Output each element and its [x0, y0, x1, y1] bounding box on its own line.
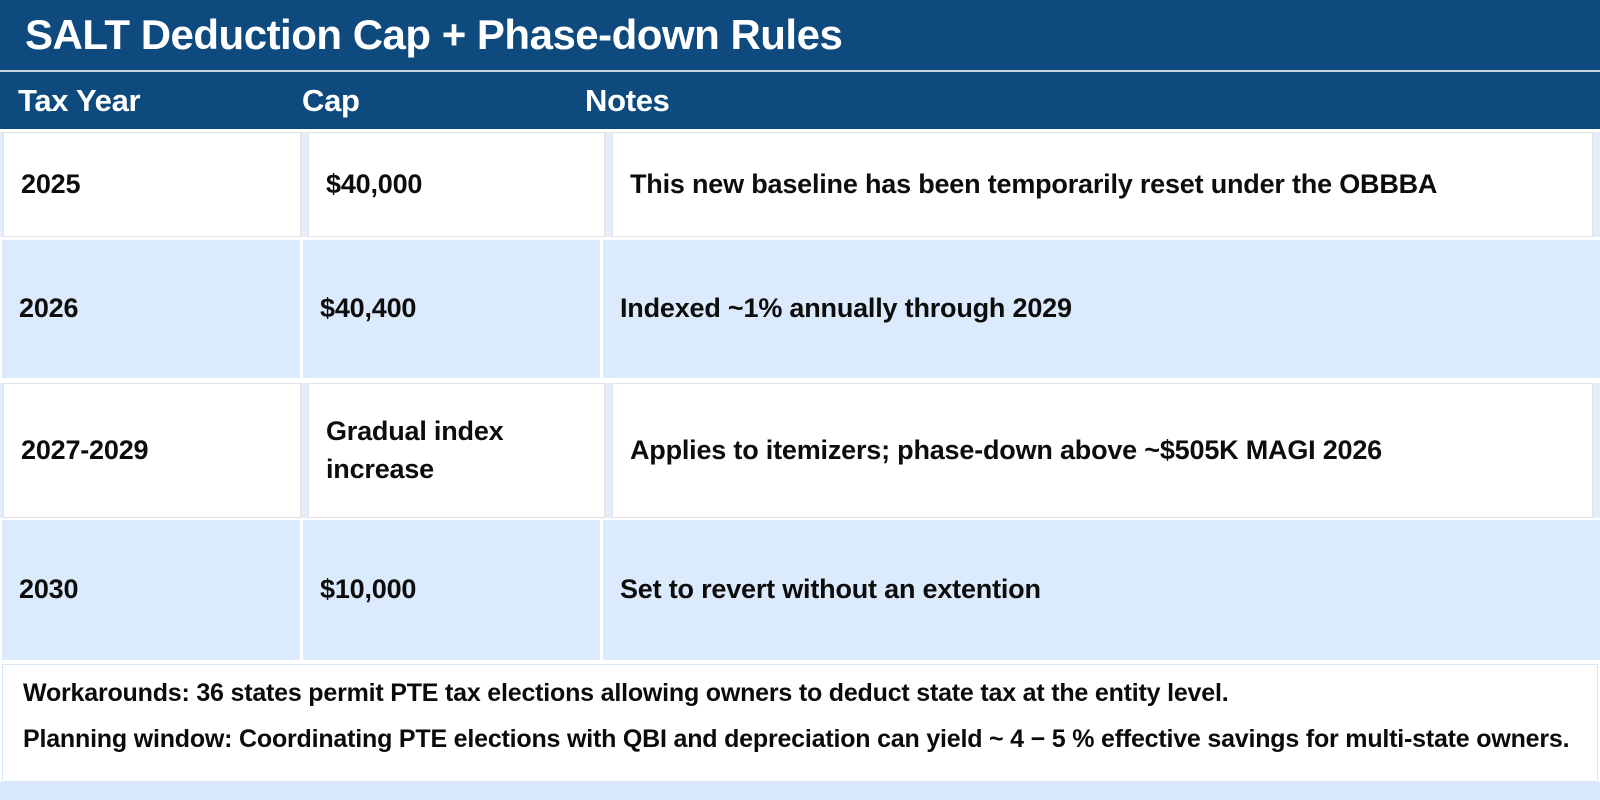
cell-notes: Applies to itemizers; phase-down above ~… [612, 383, 1593, 518]
cell-tax-year: 2026 [2, 240, 300, 378]
cell-cap: $40,400 [303, 240, 600, 378]
cell-tax-year: 2025 [3, 132, 301, 237]
footnote-planning-window: Planning window: Coordinating PTE electi… [23, 725, 1570, 753]
table-row: 2025 $40,000 This new baseline has been … [0, 132, 1600, 237]
title-bar: SALT Deduction Cap + Phase-down Rules [0, 0, 1600, 70]
footnotes-box: Workarounds: 36 states permit PTE tax el… [2, 664, 1598, 782]
table-row: 2030 $10,000 Set to revert without an ex… [0, 520, 1600, 660]
cell-notes: This new baseline has been temporarily r… [612, 132, 1593, 237]
column-header-cap: Cap [302, 83, 360, 118]
cell-notes: Set to revert without an extention [603, 520, 1600, 660]
footnote-workarounds: Workarounds: 36 states permit PTE tax el… [23, 679, 1229, 707]
table-row: 2027-2029 Gradual index increase Applies… [0, 383, 1600, 518]
title-divider [0, 70, 1600, 72]
column-header-notes: Notes [585, 83, 670, 118]
cell-cap: Gradual index increase [308, 383, 605, 518]
column-header-tax-year: Tax Year [18, 83, 141, 118]
cell-tax-year: 2030 [2, 520, 300, 660]
table-header-row: Tax Year Cap Notes [0, 72, 1600, 129]
cell-tax-year: 2027-2029 [3, 383, 301, 518]
cell-cap: $10,000 [303, 520, 600, 660]
cell-cap: $40,000 [308, 132, 605, 237]
table-row: 2026 $40,400 Indexed ~1% annually throug… [0, 240, 1600, 378]
cell-notes: Indexed ~1% annually through 2029 [603, 240, 1600, 378]
bottom-accent-strip [0, 782, 1600, 800]
page-title: SALT Deduction Cap + Phase-down Rules [25, 11, 843, 58]
